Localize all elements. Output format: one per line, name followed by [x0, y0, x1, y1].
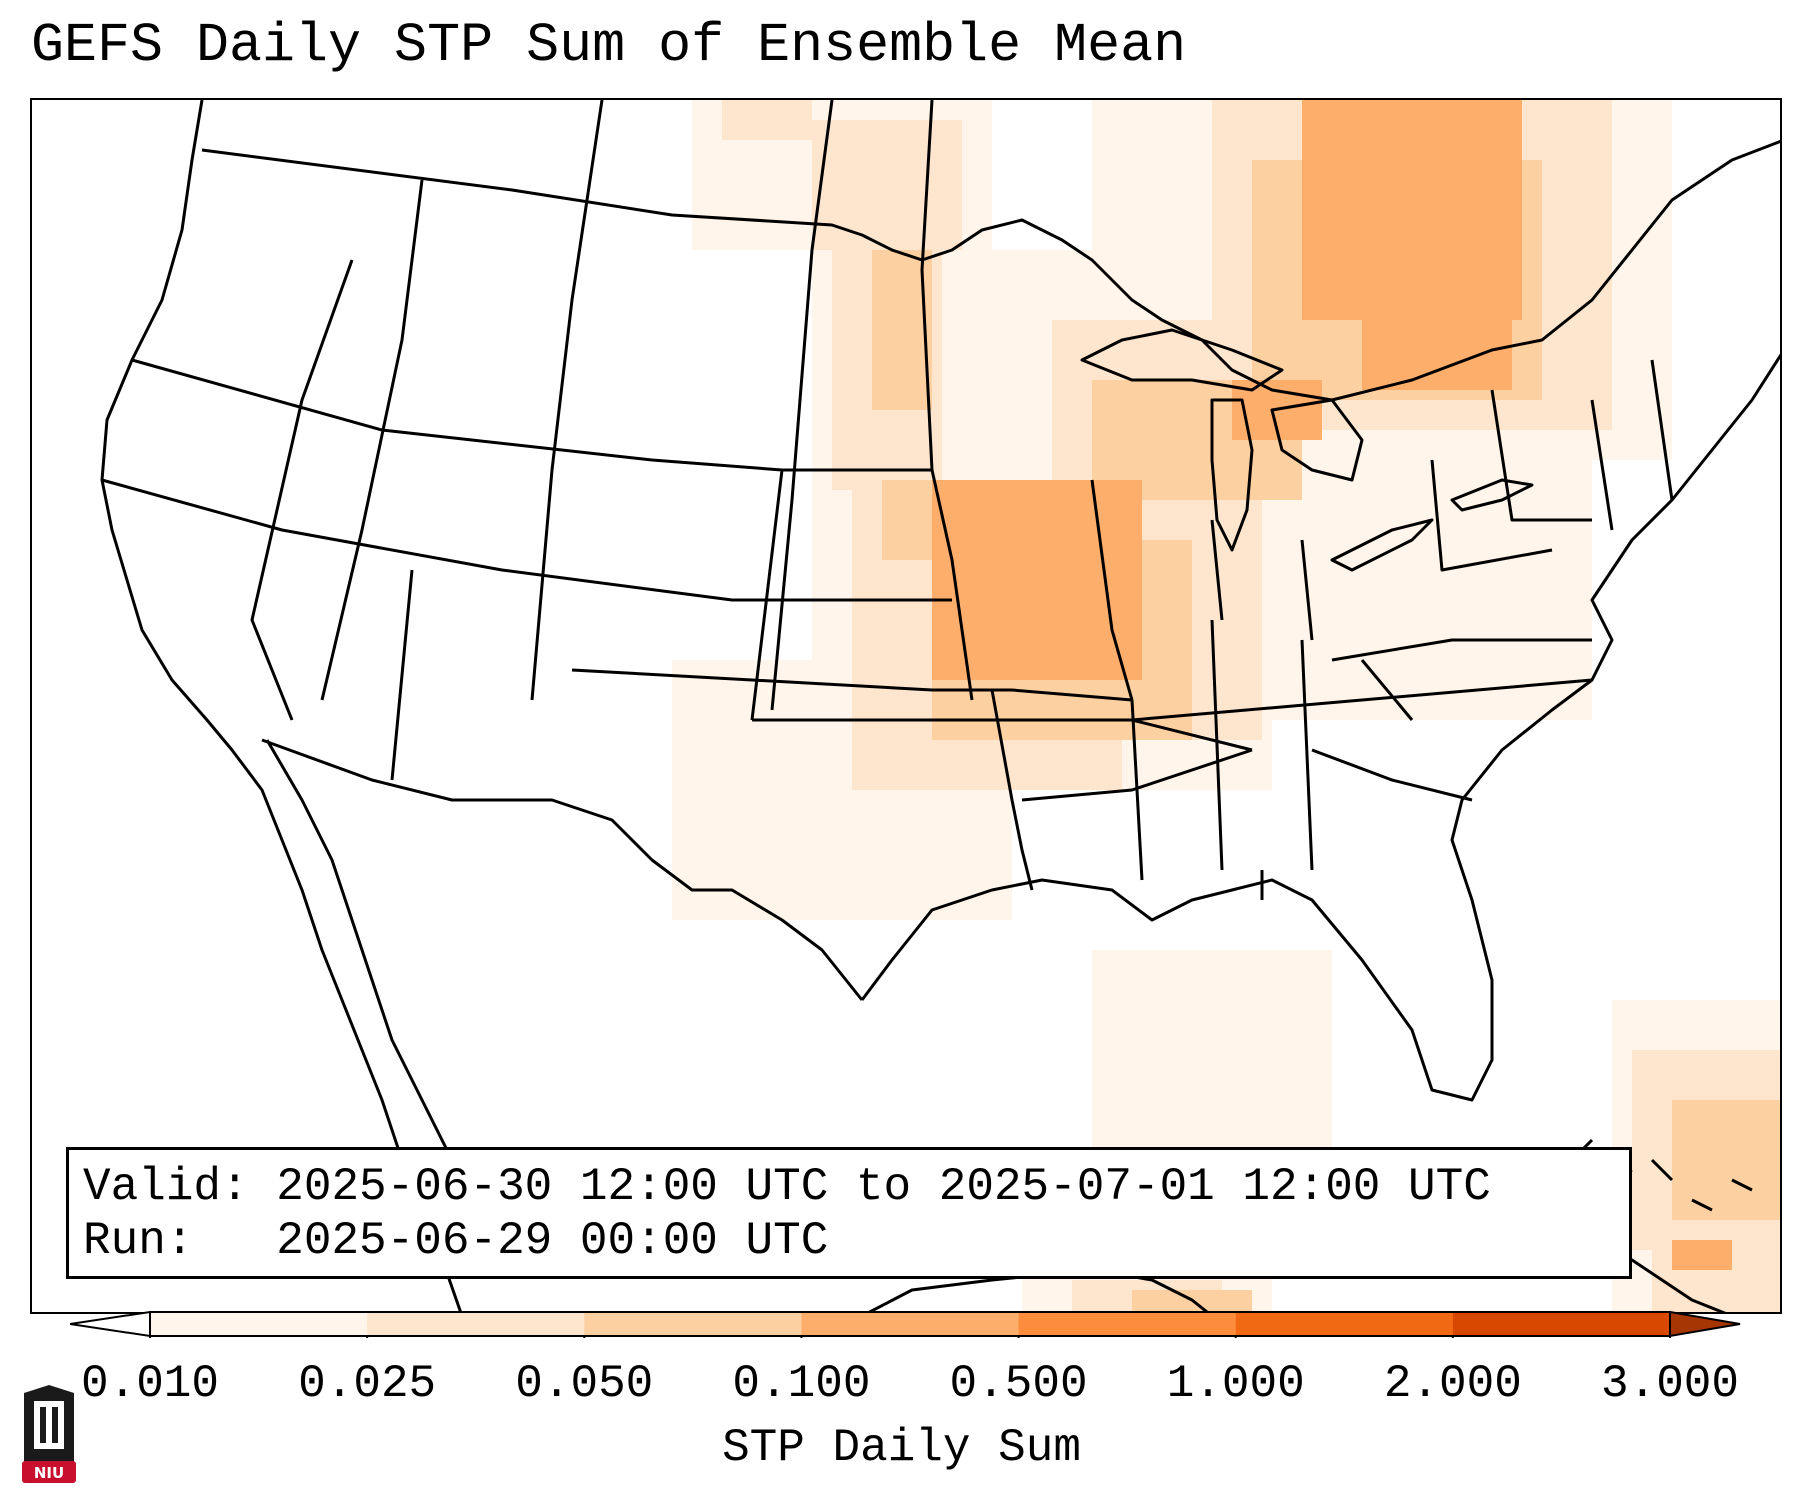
colorbar-segment: [1235, 1312, 1454, 1336]
colorbar-tick-label: 3.000: [1600, 1358, 1740, 1410]
colorbar-min-extend: [70, 1310, 151, 1338]
shade-cell: [1672, 1240, 1732, 1270]
colorbar-segment: [1018, 1312, 1237, 1336]
colorbar-tick-label: 2.000: [1383, 1358, 1522, 1410]
us-canada-border: [201, 139, 1780, 402]
lake-michigan: [1210, 398, 1254, 552]
west-coastline: [100, 100, 463, 1312]
shade-cell: [812, 120, 962, 250]
shade-cell: [1672, 1100, 1780, 1220]
colorbar-label: STP Daily Sum: [722, 1422, 1081, 1474]
stp-shading: [672, 100, 1780, 1312]
logo-window: [34, 1401, 64, 1449]
colorbar-outline: [149, 1311, 1671, 1337]
colorbar-segment: [801, 1312, 1020, 1336]
state-lines: [101, 100, 1674, 900]
shade-cell: [1302, 100, 1522, 320]
gulf-coastline: [860, 353, 1780, 1102]
colorbar-tick-label: 0.025: [298, 1358, 437, 1410]
colorbar-segment: [584, 1312, 802, 1336]
colorbar-max-extend: [1669, 1310, 1741, 1338]
page-title: GEFS Daily STP Sum of Ensemble Mean: [31, 14, 1187, 77]
colorbar-segment: [150, 1312, 368, 1336]
shade-cell: [722, 100, 812, 140]
valid-time-text: Valid: 2025-06-30 12:00 UTC to 2025-07-0…: [83, 1161, 1491, 1213]
colorbar-ticks: [149, 1336, 1671, 1338]
colorbar-tick-label: 0.500: [949, 1358, 1088, 1410]
shade-cell: [1272, 460, 1592, 720]
shade-cell: [932, 480, 1142, 680]
colorbar-tick-label: 1.000: [1166, 1358, 1305, 1410]
colorbar-tick-label: 0.010: [80, 1358, 220, 1410]
colorbar-segment: [1452, 1312, 1671, 1336]
shade-cell: [1362, 300, 1512, 390]
logo-text: NIU: [34, 1464, 64, 1482]
colorbar-tick-label: 0.050: [515, 1358, 654, 1410]
logo-banner: [22, 1461, 76, 1483]
colorbar: [70, 1310, 1741, 1338]
lake-ontario: [1450, 478, 1534, 512]
colorbar-segment: [367, 1312, 585, 1336]
run-time-text: Run: 2025-06-29 00:00 UTC: [83, 1215, 829, 1267]
colorbar-tick-label: 0.100: [732, 1358, 871, 1410]
baja-coastline: [265, 739, 454, 1161]
lake-superior: [1080, 328, 1284, 392]
lake-erie: [1330, 518, 1434, 572]
lake-huron: [1270, 398, 1364, 482]
map-panel: [30, 98, 1782, 1314]
us-mexico-border: [261, 738, 864, 1001]
map-canvas: [100, 100, 1780, 1312]
run-info-box: Valid: 2025-06-30 12:00 UTC to 2025-07-0…: [66, 1147, 1632, 1279]
niu-logo: NIU: [22, 1385, 76, 1483]
colorbar-segments: [150, 1312, 1671, 1336]
